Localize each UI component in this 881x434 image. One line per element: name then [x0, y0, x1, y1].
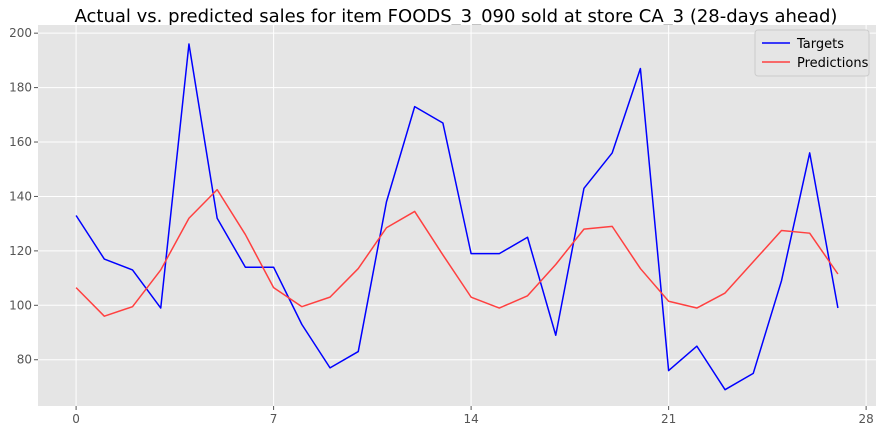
series-line-targets — [75, 43, 839, 391]
y-tick-label: 160 — [9, 135, 32, 149]
chart-title: Actual vs. predicted sales for item FOOD… — [75, 6, 838, 27]
y-tick-label: 200 — [9, 26, 32, 40]
x-tick-label: 14 — [463, 412, 478, 426]
legend-label-predictions: Predictions — [797, 56, 869, 71]
legend-label-targets: Targets — [796, 37, 844, 52]
legend: Targets Predictions — [754, 29, 870, 77]
legend-box — [754, 29, 870, 77]
y-tick-label: 120 — [9, 244, 32, 258]
x-tick-label: 0 — [72, 412, 80, 426]
series-line-predictions — [75, 188, 839, 317]
y-tick-label: 80 — [17, 353, 32, 367]
x-tick-label: 7 — [270, 412, 278, 426]
y-tick-label: 180 — [9, 81, 32, 95]
x-tick-label: 28 — [858, 412, 873, 426]
y-tick-label: 100 — [9, 298, 32, 312]
series-lines — [75, 43, 839, 391]
y-tick-label: 140 — [9, 189, 32, 203]
x-tick-label: 21 — [661, 412, 676, 426]
axis-ticks: 0 7 14 21 28 80 100 120 140 160 180 200 — [9, 26, 874, 426]
grid — [38, 25, 876, 406]
plot-area — [38, 25, 876, 406]
